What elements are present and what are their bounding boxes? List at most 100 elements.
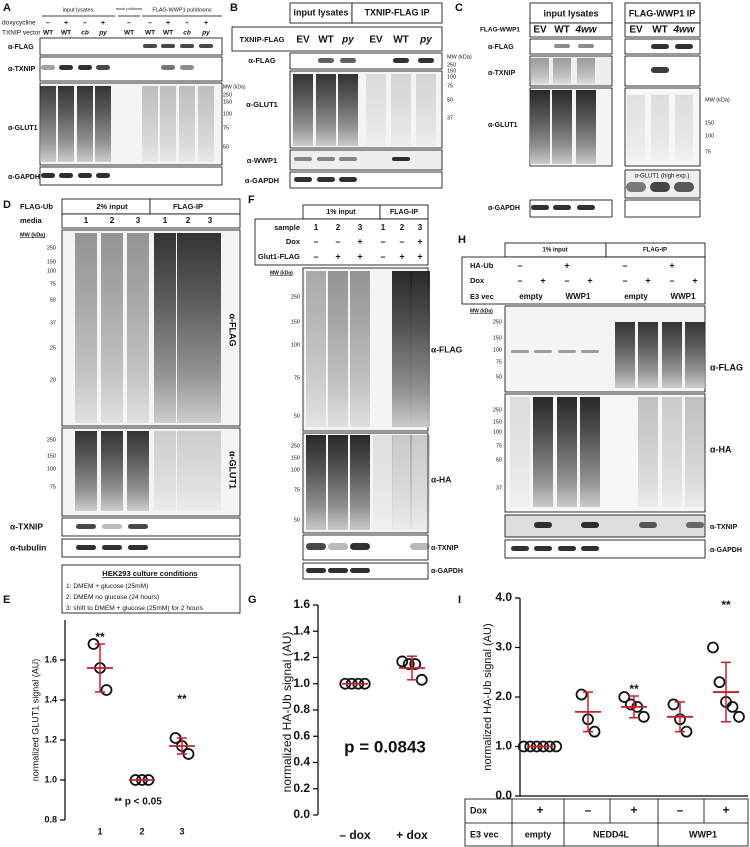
- label: 1: DMEM + glucose (25mM): [66, 583, 148, 590]
- x-tick-label: +: [536, 803, 543, 817]
- mw-label: 37: [496, 485, 502, 491]
- mw-label: 250: [291, 443, 300, 449]
- lane-smear: [75, 431, 97, 511]
- label: α-GAPDH: [8, 174, 40, 181]
- data-point: [618, 691, 631, 703]
- blot: [39, 166, 223, 186]
- label: WT: [145, 30, 155, 37]
- label: EV: [296, 35, 310, 46]
- band: [392, 157, 410, 161]
- lane-smear: [160, 86, 176, 162]
- blot: [289, 52, 443, 70]
- blot: [61, 517, 241, 537]
- label: –: [669, 275, 674, 285]
- x-tick-label: –: [585, 803, 592, 817]
- band: [306, 568, 326, 573]
- label: +: [64, 20, 68, 27]
- lane-smear: [373, 435, 393, 530]
- y-tick-label: 0.6: [293, 728, 310, 742]
- label: 2% input: [96, 202, 128, 211]
- y-tick-label: 1.0: [293, 676, 310, 690]
- band: [674, 182, 694, 192]
- data-point: [713, 676, 726, 689]
- y-tick-label: 0.4: [293, 755, 310, 769]
- band: [294, 157, 312, 161]
- lane-smear: [199, 431, 221, 511]
- y-axis-title: normalized GLUT1 signal (AU): [30, 659, 40, 782]
- band: [41, 65, 55, 70]
- lane-smear: [615, 322, 635, 388]
- label: py: [98, 30, 107, 37]
- label: WT: [652, 25, 668, 36]
- band: [340, 58, 356, 63]
- band: [317, 177, 335, 182]
- label: WWP1: [671, 292, 696, 301]
- mw-title: MW (kDa): [223, 84, 246, 90]
- mw-label: 75: [294, 487, 300, 493]
- band: [577, 205, 595, 210]
- panel-label: F: [248, 194, 255, 206]
- row-label: Dox: [470, 805, 487, 815]
- label: +: [204, 20, 208, 27]
- label: WT: [124, 30, 134, 37]
- label: α-GLUT1: [488, 122, 518, 129]
- mw-title: MW (kDa): [705, 97, 730, 103]
- mw-label: 100: [447, 74, 456, 80]
- band: [96, 173, 110, 178]
- band: [686, 522, 704, 528]
- row-label: sample: [274, 223, 300, 232]
- row-label: media: [20, 216, 43, 225]
- lane-smear: [328, 435, 348, 530]
- label: FLAG-IP: [643, 248, 667, 254]
- lane-smear: [557, 397, 577, 507]
- annotation: p = 0.0843: [344, 737, 426, 756]
- label: WT: [318, 35, 334, 46]
- label: α-GAPDH: [245, 176, 279, 185]
- lane-smear: [40, 86, 56, 162]
- mw-label: 75: [447, 83, 453, 89]
- x-tick-label: + dox: [396, 828, 428, 842]
- band: [180, 44, 194, 48]
- label: 2: DMEM no glucose (24 hours): [66, 594, 159, 601]
- group-label: NEDD4L: [593, 829, 630, 839]
- mw-label: 75: [496, 359, 502, 365]
- data-point: [396, 655, 409, 668]
- label: 3: shift to DMEM + glucose (25mM) for 2 …: [66, 605, 204, 612]
- band: [581, 546, 599, 551]
- label: α-FLAG: [710, 362, 743, 372]
- label: +: [587, 275, 592, 285]
- lane-smear: [410, 271, 430, 427]
- label: +: [417, 251, 422, 261]
- data-point: [409, 658, 422, 670]
- label: α-HA: [710, 444, 732, 454]
- band: [143, 44, 157, 48]
- mw-label: 50: [50, 297, 56, 303]
- label: +: [166, 20, 170, 27]
- lane-smear: [101, 233, 123, 423]
- row-label: FLAG-WWP1: [480, 27, 520, 34]
- label: FLAG-IP: [173, 202, 203, 211]
- lane-smear: [350, 435, 370, 530]
- lane-smear: [553, 58, 571, 84]
- row-label: E3 vec: [470, 292, 494, 301]
- mw-title: MW (kDa): [270, 270, 293, 276]
- label: 4ww: [574, 25, 597, 36]
- lane-smear: [316, 74, 336, 146]
- band: [161, 65, 175, 70]
- label: –: [313, 251, 318, 261]
- y-tick-label: 1.6: [44, 654, 57, 664]
- label: EV: [533, 25, 547, 36]
- lane-smear: [651, 95, 669, 161]
- band: [410, 543, 430, 550]
- x-tick-label: +: [630, 803, 637, 817]
- label: α-FLAG: [488, 44, 514, 51]
- label: WT: [163, 30, 173, 37]
- y-tick-label: 0.8: [44, 814, 57, 824]
- lane-smear: [127, 233, 149, 423]
- label: EV: [369, 35, 383, 46]
- lane-smear: [627, 95, 645, 161]
- band: [534, 350, 552, 353]
- label: –: [313, 236, 318, 246]
- label: +: [417, 236, 422, 246]
